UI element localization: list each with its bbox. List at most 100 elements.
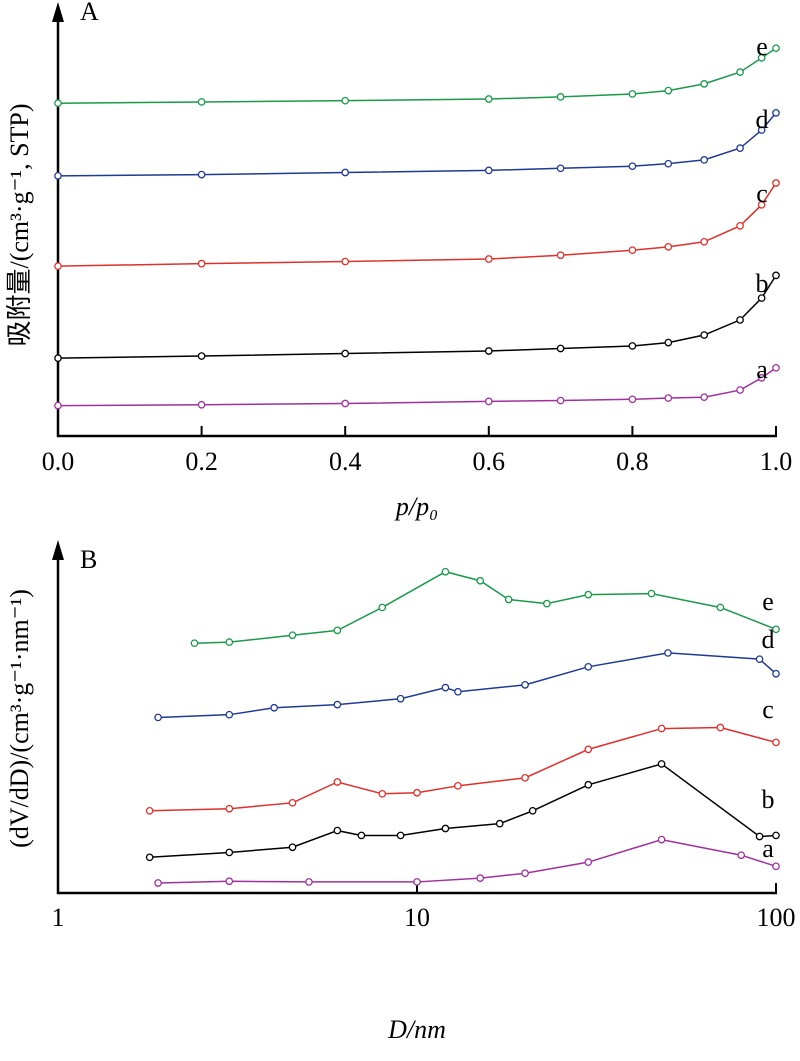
data-point xyxy=(700,331,709,339)
data-point xyxy=(54,262,62,271)
data-point xyxy=(484,397,493,406)
data-point xyxy=(54,401,62,410)
data-point xyxy=(225,638,234,647)
series-label: a xyxy=(762,834,774,863)
data-point xyxy=(441,824,450,833)
data-point xyxy=(454,687,462,696)
data-point xyxy=(225,877,234,886)
series-line xyxy=(158,652,777,719)
data-point xyxy=(341,96,350,105)
data-point xyxy=(556,344,565,353)
data-point xyxy=(628,342,637,350)
data-point xyxy=(757,126,766,134)
data-point xyxy=(288,631,297,640)
data-point xyxy=(736,68,744,76)
data-point xyxy=(664,338,673,347)
data-point xyxy=(333,700,342,709)
data-point xyxy=(484,255,493,263)
data-point xyxy=(225,804,234,813)
data-point xyxy=(396,694,405,703)
series-label: e xyxy=(762,587,774,616)
series-label: c xyxy=(756,179,768,208)
data-point xyxy=(476,576,485,585)
data-point xyxy=(197,259,206,268)
data-point xyxy=(413,788,421,797)
series-label: a xyxy=(756,355,768,384)
data-point xyxy=(755,655,764,664)
data-point xyxy=(657,835,666,844)
data-point xyxy=(54,172,62,180)
data-point xyxy=(270,703,278,712)
data-point xyxy=(556,93,565,101)
data-point xyxy=(664,649,672,657)
data-point xyxy=(528,806,537,815)
data-point xyxy=(484,95,493,103)
arrow-a xyxy=(52,2,64,22)
data-point xyxy=(378,789,387,798)
data-point xyxy=(700,237,709,246)
data-point xyxy=(145,806,154,815)
data-point xyxy=(772,271,780,280)
data-point xyxy=(413,878,421,886)
data-point xyxy=(556,164,565,173)
data-point xyxy=(543,599,551,608)
panel-label: B xyxy=(80,545,97,574)
data-point xyxy=(716,723,725,732)
data-point xyxy=(628,246,637,255)
data-point xyxy=(757,374,766,382)
data-point xyxy=(772,669,780,678)
data-point xyxy=(584,590,593,599)
data-point xyxy=(757,294,766,302)
data-point xyxy=(145,853,154,862)
data-point xyxy=(484,347,493,355)
data-point xyxy=(225,710,234,719)
data-point xyxy=(333,626,342,635)
series-label: d xyxy=(762,625,775,654)
data-point xyxy=(225,848,234,857)
data-point xyxy=(772,625,780,634)
data-point xyxy=(333,826,342,835)
data-point xyxy=(664,86,673,95)
data-point xyxy=(664,242,673,251)
series-label: b xyxy=(756,269,769,298)
data-point xyxy=(584,662,593,671)
data-point xyxy=(757,53,766,62)
data-point xyxy=(504,595,513,604)
data-point xyxy=(476,874,485,882)
series-line xyxy=(149,726,777,812)
data-point xyxy=(628,90,637,98)
data-point xyxy=(454,781,462,790)
data-point xyxy=(305,878,313,886)
data-point xyxy=(647,589,656,598)
series-line xyxy=(57,182,777,267)
series-line xyxy=(158,838,777,884)
x-tick-label: 10 xyxy=(404,903,430,932)
y-axis-label: (dV/dD)/(cm³·g⁻¹·nm⁻¹) xyxy=(5,589,34,848)
data-point xyxy=(521,680,529,689)
series-line xyxy=(194,570,777,644)
data-point xyxy=(54,354,62,362)
x-tick-label: 100 xyxy=(757,903,796,932)
x-tick-label: 0.8 xyxy=(616,447,649,476)
data-point xyxy=(197,170,206,179)
data-point xyxy=(757,200,766,209)
data-point xyxy=(484,166,493,175)
data-point xyxy=(772,831,780,840)
data-point xyxy=(736,221,744,230)
data-point xyxy=(772,109,780,117)
data-point xyxy=(197,400,206,409)
data-point xyxy=(700,80,709,88)
data-point xyxy=(521,773,529,782)
series-label: b xyxy=(762,785,775,814)
data-point xyxy=(628,395,637,404)
x-axis-label: D/nm xyxy=(387,1015,446,1044)
data-point xyxy=(716,603,725,612)
x-axis-label: p/p₀ xyxy=(394,492,438,521)
data-point xyxy=(441,567,450,576)
data-point xyxy=(197,352,206,360)
data-point xyxy=(657,760,666,768)
data-point xyxy=(737,851,746,860)
data-point xyxy=(154,879,162,887)
data-point xyxy=(378,603,387,612)
data-point xyxy=(772,738,780,747)
